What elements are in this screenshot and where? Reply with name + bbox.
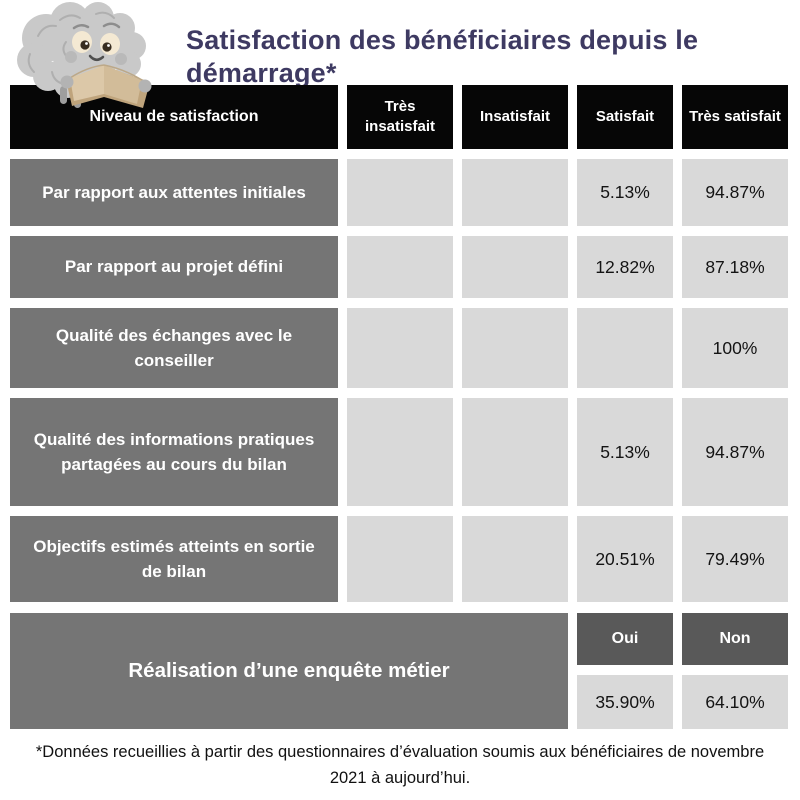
value-cell: 94.87% — [682, 159, 788, 226]
survey-column-header-oui: Oui — [577, 613, 673, 665]
value-cell — [347, 398, 453, 506]
survey-column-header-non: Non — [682, 613, 788, 665]
value-cell — [347, 159, 453, 226]
survey-value-oui: 35.90% — [577, 675, 673, 729]
row-label: Qualité des informations pratiques parta… — [10, 398, 338, 506]
value-cell: 94.87% — [682, 398, 788, 506]
value-cell — [462, 236, 568, 298]
column-header-tres-satisfait: Très satisfait — [682, 85, 788, 149]
value-cell: 100% — [682, 308, 788, 388]
value-cell — [347, 236, 453, 298]
footnote: *Données recueillies à partir des questi… — [35, 743, 765, 787]
row-label: Qualité des échanges avec le conseiller — [10, 308, 338, 388]
row-label: Objectifs estimés atteints en sortie de … — [10, 516, 338, 602]
value-cell: 79.49% — [682, 516, 788, 602]
row-label: Par rapport aux attentes initiales — [10, 159, 338, 226]
value-cell — [347, 516, 453, 602]
page-title: Satisfaction des bénéficiaires depuis le… — [186, 25, 699, 89]
value-cell: 20.51% — [577, 516, 673, 602]
value-cell: 12.82% — [577, 236, 673, 298]
survey-value-non: 64.10% — [682, 675, 788, 729]
value-cell — [347, 308, 453, 388]
survey-table: Réalisation d’une enquête métier Oui Non… — [10, 613, 788, 729]
value-cell — [577, 308, 673, 388]
survey-label: Réalisation d’une enquête métier — [10, 613, 568, 729]
value-cell: 5.13% — [577, 159, 673, 226]
satisfaction-table: Niveau de satisfaction Très insatisfait … — [10, 85, 788, 602]
value-cell: 5.13% — [577, 398, 673, 506]
brain-reading-book-icon — [17, 2, 152, 108]
value-cell — [462, 308, 568, 388]
row-label: Par rapport au projet défini — [10, 236, 338, 298]
value-cell — [462, 516, 568, 602]
value-cell — [462, 398, 568, 506]
value-cell — [462, 159, 568, 226]
column-header-insatisfait: Insatisfait — [462, 85, 568, 149]
column-header-satisfait: Satisfait — [577, 85, 673, 149]
column-header-tres-insatisfait: Très insatisfait — [347, 85, 453, 149]
value-cell: 87.18% — [682, 236, 788, 298]
